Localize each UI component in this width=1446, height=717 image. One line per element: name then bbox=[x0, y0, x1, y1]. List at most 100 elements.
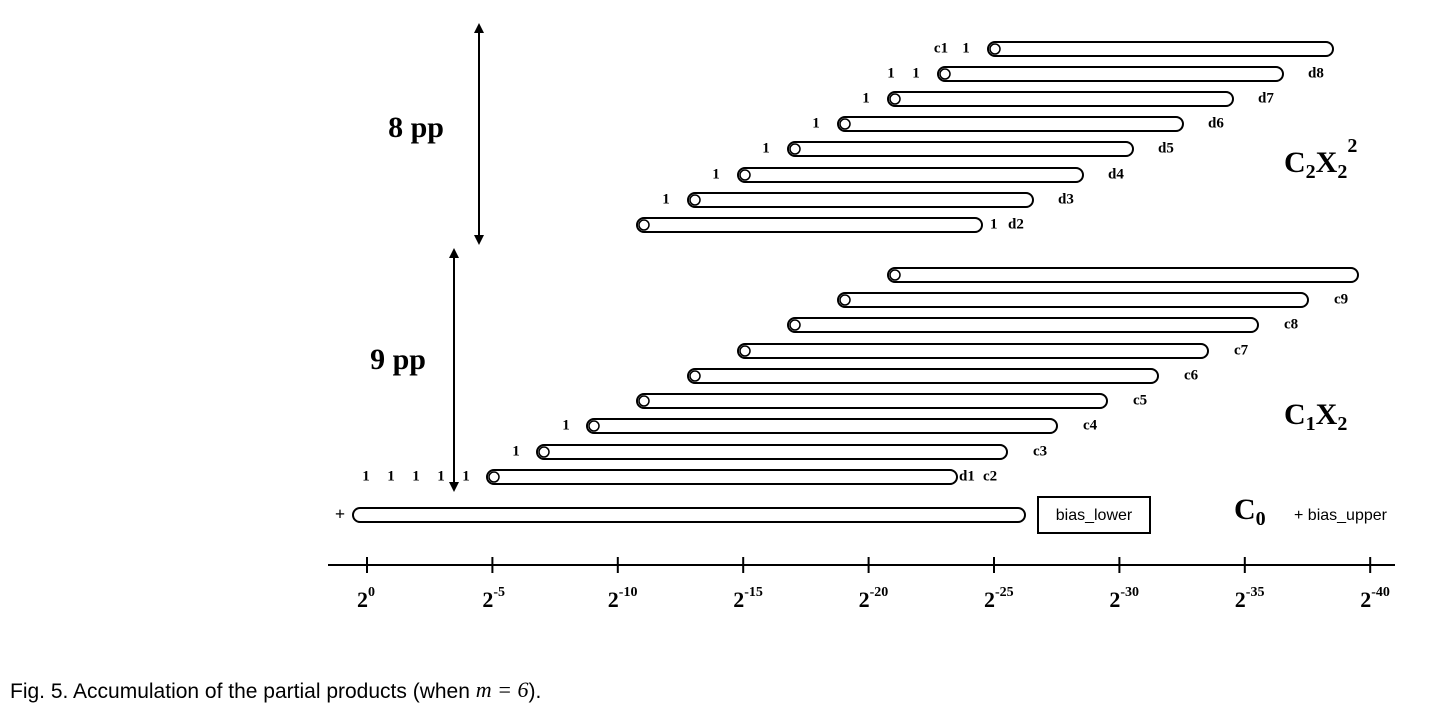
constant-term bbox=[352, 507, 1026, 523]
tick-exp: -5 bbox=[493, 585, 505, 600]
row-label: c2 bbox=[983, 468, 997, 484]
tick-label: 2-10 bbox=[608, 585, 638, 612]
tick-label: 2-35 bbox=[1235, 585, 1265, 612]
sign-bit bbox=[789, 143, 801, 155]
sign-bit bbox=[689, 370, 701, 382]
bit-label: 1 bbox=[887, 65, 895, 81]
sign-bit bbox=[739, 345, 751, 357]
bit-label: 1 bbox=[362, 468, 370, 484]
partial-product bbox=[636, 217, 983, 233]
row-label: d8 bbox=[1308, 65, 1324, 81]
partial-product bbox=[536, 444, 1008, 460]
bit-label: 1 bbox=[912, 65, 920, 81]
bit-label: 1 bbox=[962, 40, 970, 56]
sign-bit bbox=[889, 269, 901, 281]
sign-bit bbox=[538, 446, 550, 458]
partial-product bbox=[937, 66, 1284, 82]
sign-bit bbox=[689, 194, 701, 206]
row-label: d7 bbox=[1258, 90, 1274, 106]
tick-base: 2 bbox=[984, 587, 995, 612]
c0-base: C bbox=[1234, 493, 1256, 526]
tick-exp: -20 bbox=[870, 585, 889, 600]
partial-product bbox=[987, 41, 1334, 57]
term-base: X bbox=[1316, 146, 1338, 179]
row-label: c3 bbox=[1033, 443, 1047, 459]
term-sup: 2 bbox=[1347, 135, 1357, 157]
tick-label: 2-40 bbox=[1360, 585, 1390, 612]
row-label: c5 bbox=[1133, 392, 1147, 408]
row-label: c4 bbox=[1083, 417, 1098, 433]
tick-base: 2 bbox=[859, 587, 870, 612]
row-label: d5 bbox=[1158, 140, 1174, 156]
bit-label: 1 bbox=[387, 468, 395, 484]
term-base: C bbox=[1284, 398, 1306, 431]
term-sub: 2 bbox=[1337, 161, 1347, 183]
bit-label: 1 bbox=[762, 140, 770, 156]
group-label: 8 pp bbox=[388, 111, 444, 144]
row-label: d4 bbox=[1108, 166, 1124, 182]
partial-product bbox=[687, 192, 1034, 208]
row-label: d6 bbox=[1208, 115, 1224, 131]
term-base: C bbox=[1284, 146, 1306, 179]
tick-label: 2-20 bbox=[859, 585, 889, 612]
sign-bit bbox=[889, 93, 901, 105]
term-sub: 1 bbox=[1306, 413, 1316, 435]
tick-base: 2 bbox=[1360, 587, 1371, 612]
partial-product bbox=[737, 343, 1209, 359]
row-label: c8 bbox=[1284, 316, 1298, 332]
tick-base: 2 bbox=[608, 587, 619, 612]
tick-exp: -40 bbox=[1371, 585, 1390, 600]
tick-exp: -25 bbox=[995, 585, 1014, 600]
bit-label: 1 bbox=[437, 468, 445, 484]
sign-bit bbox=[588, 420, 600, 432]
bias-lower: bias_lower bbox=[1056, 507, 1133, 524]
partial-product bbox=[787, 141, 1134, 157]
bias-box bbox=[1037, 496, 1151, 534]
caption-math: m = 6 bbox=[476, 677, 529, 702]
partial-product bbox=[887, 267, 1359, 283]
plus: + bbox=[335, 504, 345, 524]
tick-exp: -10 bbox=[619, 585, 638, 600]
c0-term: C0 bbox=[1234, 493, 1266, 530]
sign-bit bbox=[488, 471, 500, 483]
c0-sub: 0 bbox=[1256, 508, 1266, 530]
tick-label: 2-5 bbox=[482, 585, 505, 612]
partial-product bbox=[837, 292, 1309, 308]
term-base: X bbox=[1316, 398, 1338, 431]
term-sub: 2 bbox=[1337, 413, 1347, 435]
sign-bit bbox=[739, 169, 751, 181]
partial-product bbox=[737, 167, 1084, 183]
bit-label: c1 bbox=[934, 40, 948, 56]
bit-label: 1 bbox=[712, 166, 720, 182]
sign-bit bbox=[939, 68, 951, 80]
sign-bit bbox=[839, 294, 851, 306]
tick-base: 2 bbox=[733, 587, 744, 612]
bias-upper: + bias_upper bbox=[1294, 507, 1388, 524]
sign-bit bbox=[789, 319, 801, 331]
bit-label: 1 bbox=[662, 191, 670, 207]
bit-label: 1 bbox=[412, 468, 420, 484]
bit-label: 1 bbox=[812, 115, 820, 131]
tick-base: 2 bbox=[1109, 587, 1120, 612]
term: C2X22 bbox=[1284, 135, 1357, 183]
row-label: d2 bbox=[1008, 216, 1024, 232]
caption-end: ). bbox=[528, 680, 541, 703]
sign-bit bbox=[989, 43, 1001, 55]
term-sub: 2 bbox=[1306, 161, 1316, 183]
tick-exp: -35 bbox=[1246, 585, 1265, 600]
term: C1X2 bbox=[1284, 398, 1347, 435]
row-label: d3 bbox=[1058, 191, 1074, 207]
bit-label: 1 bbox=[462, 468, 470, 484]
bit-label: 1 bbox=[512, 443, 520, 459]
partial-product bbox=[787, 317, 1259, 333]
partial-product bbox=[837, 116, 1184, 132]
group-label: 9 pp bbox=[370, 343, 426, 376]
tick-label: 2-15 bbox=[733, 585, 763, 612]
partial-product bbox=[486, 469, 958, 485]
tick-base: 2 bbox=[357, 587, 368, 612]
tick-base: 2 bbox=[1235, 587, 1246, 612]
tick-exp: -30 bbox=[1120, 585, 1139, 600]
partial-product bbox=[586, 418, 1058, 434]
